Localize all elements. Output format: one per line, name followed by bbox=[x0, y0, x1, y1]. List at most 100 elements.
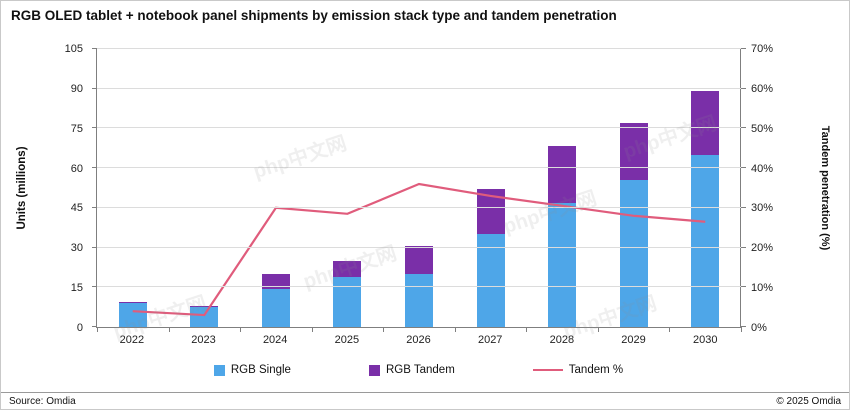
bar-segment-rgb-single bbox=[619, 180, 648, 327]
gridline bbox=[97, 48, 741, 49]
bar-segment-rgb-single bbox=[405, 274, 434, 327]
right-axis-ticks: 0% 10% 20% 30% 40% 50% 60% 70% bbox=[747, 43, 795, 334]
right-tick-mark bbox=[741, 206, 746, 208]
x-axis-label: 2028 bbox=[549, 334, 575, 346]
right-axis-line bbox=[740, 49, 741, 327]
x-axis-label: 2029 bbox=[621, 334, 646, 346]
left-tick-label: 0 bbox=[76, 322, 83, 334]
gridline bbox=[97, 167, 741, 169]
right-tick-label: 40% bbox=[751, 162, 774, 175]
left-tick-mark bbox=[92, 246, 97, 248]
bar-segment-rgb-tandem bbox=[190, 305, 219, 308]
x-axis-labels: 2022 2023 2024 2025 2026 2027 2028 2029 2030 bbox=[96, 334, 741, 346]
x-axis-label: 2030 bbox=[692, 334, 718, 346]
gridline bbox=[97, 87, 741, 89]
bar-segment-rgb-single bbox=[261, 288, 290, 327]
x-tick-mark bbox=[526, 327, 528, 332]
bar-group bbox=[598, 49, 670, 327]
x-axis-label: 2024 bbox=[262, 334, 288, 346]
left-tick-mark bbox=[92, 206, 97, 208]
left-tick-label: 45 bbox=[70, 202, 83, 215]
bar-stack bbox=[405, 49, 434, 327]
x-axis-label: 2025 bbox=[334, 334, 360, 346]
right-tick-label: 30% bbox=[751, 202, 774, 215]
bar-segment-rgb-tandem bbox=[118, 301, 147, 304]
tandem-line-path bbox=[132, 182, 706, 317]
bar-segment-rgb-tandem bbox=[333, 260, 362, 277]
right-axis-title: Tandem penetration (%) bbox=[819, 125, 831, 251]
right-tick-label: 60% bbox=[751, 82, 774, 95]
bar-group bbox=[240, 49, 312, 327]
footer-divider bbox=[1, 392, 849, 393]
bar-segment-rgb-tandem bbox=[548, 145, 577, 203]
gridline bbox=[97, 286, 741, 288]
right-tick-mark bbox=[741, 127, 746, 129]
bar-stack bbox=[261, 49, 290, 327]
bar-segment-rgb-tandem bbox=[261, 274, 290, 289]
right-tick-label: 20% bbox=[751, 242, 774, 255]
plot-area bbox=[92, 48, 746, 332]
legend-label: RGB Tandem bbox=[385, 364, 455, 376]
x-tick-mark bbox=[741, 327, 742, 332]
bar-segment-rgb-single bbox=[691, 154, 720, 327]
bar-segment-rgb-tandem bbox=[619, 123, 648, 181]
legend-item-rgb-tandem: RGB Tandem bbox=[368, 364, 455, 376]
x-axis-label: 2023 bbox=[191, 334, 216, 346]
bar-segment-rgb-single bbox=[190, 307, 219, 327]
left-tick-mark bbox=[92, 48, 97, 49]
legend-swatch bbox=[368, 364, 380, 376]
bar-group bbox=[312, 49, 384, 327]
bar-stack bbox=[548, 49, 577, 327]
bar-series-container bbox=[97, 49, 741, 327]
bar-segment-rgb-tandem bbox=[691, 91, 720, 155]
x-tick-mark bbox=[168, 327, 170, 332]
x-tick-mark bbox=[669, 327, 671, 332]
legend-swatch bbox=[213, 364, 225, 376]
x-axis-label: 2022 bbox=[119, 334, 145, 346]
bar-group bbox=[169, 49, 241, 327]
bar-group bbox=[97, 49, 169, 327]
bar-segment-rgb-tandem bbox=[405, 246, 434, 275]
x-axis-label: 2027 bbox=[477, 334, 503, 346]
legend-item-rgb-single: RGB Single bbox=[213, 364, 291, 376]
left-tick-label: 90 bbox=[70, 82, 83, 95]
left-tick-label: 60 bbox=[70, 162, 83, 175]
left-tick-label: 30 bbox=[70, 242, 83, 255]
x-tick-mark bbox=[597, 327, 599, 332]
right-tick-mark bbox=[741, 87, 746, 89]
left-tick-label: 75 bbox=[70, 122, 83, 135]
bar-stack bbox=[118, 49, 147, 327]
left-tick-mark bbox=[92, 286, 97, 288]
right-tick-mark bbox=[741, 326, 746, 327]
left-tick-mark bbox=[92, 326, 97, 327]
gridline bbox=[97, 206, 741, 208]
gridline bbox=[97, 246, 741, 248]
tandem-line bbox=[132, 182, 706, 317]
left-tick-mark bbox=[92, 127, 97, 129]
legend-label: Tandem % bbox=[568, 364, 624, 376]
bar-stack bbox=[190, 49, 219, 327]
left-tick-mark bbox=[92, 167, 97, 169]
legend-line-swatch bbox=[532, 369, 563, 371]
left-tick-mark bbox=[92, 87, 97, 89]
legend-label: RGB Single bbox=[230, 364, 291, 376]
right-tick-label: 70% bbox=[751, 43, 774, 55]
left-tick-label: 15 bbox=[70, 282, 83, 295]
x-tick-mark bbox=[97, 327, 98, 332]
source-note: Source: Omdia bbox=[9, 396, 76, 407]
x-tick-mark bbox=[311, 327, 313, 332]
copyright-note: © 2025 Omdia bbox=[776, 396, 841, 407]
bar-stack bbox=[333, 49, 362, 327]
x-axis-label: 2026 bbox=[406, 334, 431, 346]
gridline bbox=[97, 127, 741, 129]
bar-group bbox=[383, 49, 455, 327]
chart-title: RGB OLED tablet + notebook panel shipmen… bbox=[11, 8, 617, 23]
legend: RGB Single RGB Tandem Tandem % bbox=[96, 364, 741, 376]
right-tick-mark bbox=[741, 246, 746, 248]
bar-group bbox=[670, 49, 742, 327]
x-tick-mark bbox=[454, 327, 456, 332]
bar-group bbox=[526, 49, 598, 327]
legend-item-tandem-percent: Tandem % bbox=[532, 364, 624, 376]
bar-segment-rgb-single bbox=[118, 303, 147, 327]
